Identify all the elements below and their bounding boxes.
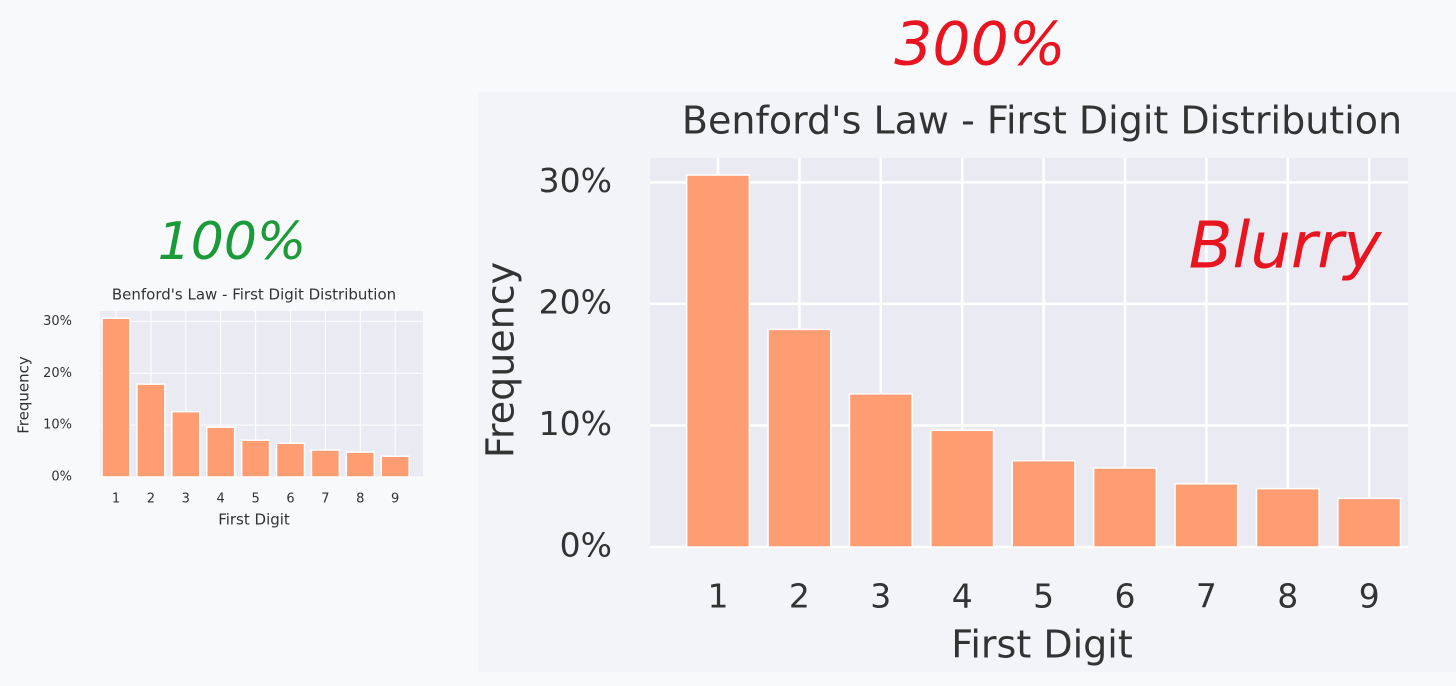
- handwritten-annotation: 100%: [158, 212, 307, 272]
- y-tick-label: 30%: [539, 161, 612, 200]
- x-tick-label: 4: [952, 577, 973, 616]
- x-tick-label: 6: [286, 492, 294, 507]
- x-tick-label: 9: [1359, 577, 1380, 616]
- x-axis-label: First Digit: [951, 623, 1132, 667]
- bar: [685, 174, 751, 548]
- x-tick-label: 2: [789, 577, 810, 616]
- bar: [345, 451, 376, 478]
- bar: [275, 442, 306, 478]
- x-tick-label: 7: [1196, 577, 1217, 616]
- bar: [240, 439, 271, 478]
- y-tick-label: 10%: [43, 418, 72, 433]
- y-tick-label: 30%: [43, 314, 72, 329]
- x-tick-label: 3: [870, 577, 891, 616]
- x-tick-label: 8: [1277, 577, 1298, 616]
- bar: [1092, 467, 1158, 548]
- y-tick-label: 20%: [539, 282, 612, 321]
- y-axis-label: Frequency: [479, 262, 523, 458]
- bar: [310, 449, 341, 478]
- bar: [205, 426, 236, 478]
- chart-title: Benford's Law - First Digit Distribution: [682, 99, 1402, 143]
- chart-title: Benford's Law - First Digit Distribution: [112, 286, 396, 304]
- x-tick-label: 2: [147, 492, 155, 507]
- y-tick-label: 10%: [539, 404, 612, 443]
- x-tick-label: 1: [112, 492, 120, 507]
- bar: [101, 317, 131, 478]
- bar: [1174, 483, 1239, 548]
- bar: [171, 410, 201, 478]
- bar: [136, 383, 166, 478]
- y-tick-label: 0%: [51, 470, 72, 485]
- x-tick-label: 3: [182, 492, 190, 507]
- x-tick-label: 1: [708, 577, 729, 616]
- y-tick-label: 0%: [560, 526, 612, 565]
- bar: [767, 328, 832, 548]
- bar: [380, 455, 410, 478]
- x-tick-label: 9: [391, 492, 399, 507]
- x-tick-label: 4: [217, 492, 225, 507]
- bar: [848, 393, 913, 548]
- bar: [1337, 497, 1402, 548]
- bar: [1255, 487, 1320, 548]
- x-tick-label: 8: [356, 492, 364, 507]
- handwritten-annotation: Blurry: [1189, 210, 1383, 284]
- handwritten-annotation: 300%: [894, 10, 1066, 80]
- y-axis-label: Frequency: [15, 356, 33, 434]
- x-tick-label: 6: [1115, 577, 1136, 616]
- x-tick-label: 7: [321, 492, 329, 507]
- x-tick-label: 5: [1033, 577, 1054, 616]
- bar: [1011, 459, 1076, 548]
- bar: [930, 429, 995, 548]
- x-axis-label: First Digit: [218, 511, 290, 529]
- x-tick-label: 5: [251, 492, 259, 507]
- y-tick-label: 20%: [43, 366, 72, 381]
